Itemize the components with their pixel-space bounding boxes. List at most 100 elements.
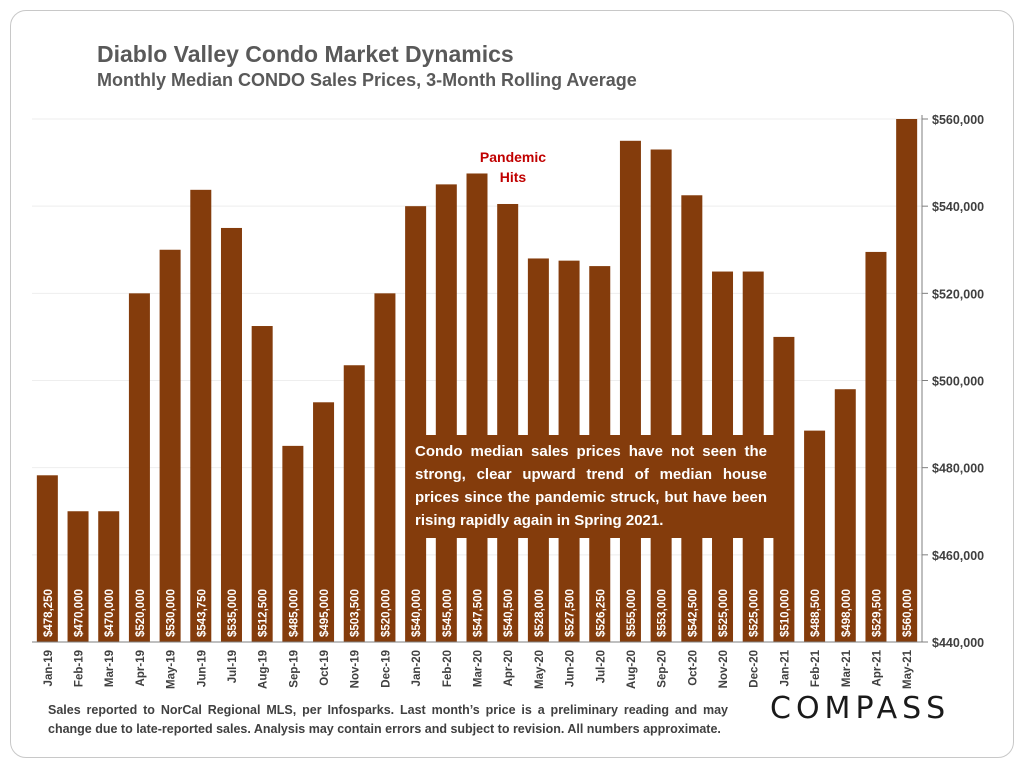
x-tick-label: Mar-21 [841,649,853,687]
bar-data-label: $542,500 [687,589,699,637]
bar [128,293,150,642]
x-tick-label: Aug-20 [626,650,638,689]
x-tick-label: Jul-19 [227,650,239,683]
x-tick-label: Jan-20 [411,650,423,686]
bar [834,389,856,642]
bar [67,511,89,642]
bar-data-label: $470,000 [74,589,86,637]
x-tick-label: Oct-19 [319,650,331,686]
x-tick-label: Mar-20 [473,650,485,687]
x-tick-label: Feb-21 [810,649,822,687]
x-tick-label: Feb-20 [442,650,454,687]
bar [896,119,918,642]
compass-logo: COMPASS [770,691,951,726]
y-tick-label: $560,000 [932,113,984,127]
footer-note: Sales reported to NorCal Regional MLS, p… [48,703,728,736]
bar [343,365,365,642]
bar [804,430,826,642]
bar [190,189,212,642]
chart-title: Diablo Valley Condo Market Dynamics [97,41,514,67]
x-tick-label: Mar-19 [104,650,116,687]
x-tick-label: Jul-20 [595,650,607,683]
x-tick-label: Nov-20 [718,650,730,688]
bar-data-label: $488,500 [810,589,822,637]
x-tick-label: Apr-20 [503,650,515,686]
bar-data-label: $512,500 [258,589,270,637]
bar-data-label: $525,000 [718,589,730,637]
bar-data-label: $530,000 [166,589,178,637]
pandemic-annotation-line2: Hits [500,169,527,185]
bar [282,445,304,642]
bar-series: $478,250 $470,000 $470,000 $520,000 $530,000… [36,119,918,643]
bar [619,140,641,642]
bar [405,206,427,642]
bar [773,336,795,642]
bar-data-label: $503,500 [350,589,362,637]
x-tick-label: May-19 [166,650,178,689]
x-tick-label: Apr-21 [871,649,883,686]
bar-data-label: $547,500 [473,589,485,637]
x-tick-label: Jan-19 [43,650,55,686]
bar-data-label: $543,750 [196,589,208,637]
x-tick-label: Dec-19 [380,650,392,688]
y-tick-label: $540,000 [932,200,984,214]
bar-data-label: $526,250 [595,589,607,637]
y-tick-label: $520,000 [932,287,984,301]
y-tick-label: $500,000 [932,375,984,389]
bar [681,195,703,643]
x-tick-label: Oct-20 [687,650,699,686]
bar [220,227,242,643]
bar-data-label: $470,000 [104,589,116,637]
y-axis: $440,000 $460,000 $480,000 $500,000 $520,000… [921,113,984,650]
x-axis: Jan-19 Feb-19 Mar-19 Apr-19 May-19 Jun-19 Jul-… [32,641,922,689]
bar-data-label: $529,500 [871,589,883,637]
x-tick-label: Dec-20 [749,650,761,688]
bar-data-label: $510,000 [779,589,791,637]
bar [435,184,457,642]
callout-box: Condo median sales prices have not seen … [406,435,776,538]
x-tick-label: Aug-19 [258,650,270,689]
y-tick-label: $480,000 [932,462,984,476]
bar-data-label: $527,500 [565,589,577,637]
x-tick-label: Sep-20 [657,650,669,688]
chart-subtitle: Monthly Median CONDO Sales Prices, 3-Mon… [97,70,637,90]
bar [98,511,120,642]
x-tick-label: Feb-19 [74,650,86,687]
bar-data-label: $528,000 [534,589,546,637]
bar-data-label: $540,500 [503,589,515,637]
bar [159,249,181,642]
x-tick-label: May-21 [902,649,914,689]
x-tick-label: Sep-19 [288,650,300,688]
bar-data-label: $498,000 [841,589,853,637]
x-tick-label: May-20 [534,650,546,689]
bar-data-label: $520,000 [380,589,392,637]
bar [36,475,58,642]
pandemic-annotation-line1: Pandemic [480,149,546,165]
bar-data-label: $535,000 [227,589,239,637]
x-tick-label: Jan-21 [779,649,791,686]
bar-data-label: $520,000 [135,589,147,637]
bar [251,326,273,642]
bar-data-label: $553,000 [657,589,669,637]
bar-data-label: $545,000 [442,589,454,637]
bar-data-label: $540,000 [411,589,423,637]
y-tick-label: $460,000 [932,549,984,563]
x-tick-label: Jun-20 [565,650,577,687]
bar-data-label: $485,000 [288,589,300,637]
y-tick-label: $440,000 [932,636,984,650]
bar-data-label: $560,000 [902,589,914,637]
bar [374,293,396,642]
bar-data-label: $525,000 [749,589,761,637]
bar [497,203,519,643]
bar [313,402,335,642]
bar [466,173,488,642]
x-tick-label: Nov-19 [350,650,362,688]
bar-data-label: $495,000 [319,589,331,637]
x-tick-label: Apr-19 [135,650,147,686]
bar-data-label: $478,250 [43,589,55,637]
bar [650,149,672,642]
x-tick-label: Jun-19 [196,650,208,687]
bar-data-label: $555,000 [626,589,638,637]
bar [865,251,887,642]
